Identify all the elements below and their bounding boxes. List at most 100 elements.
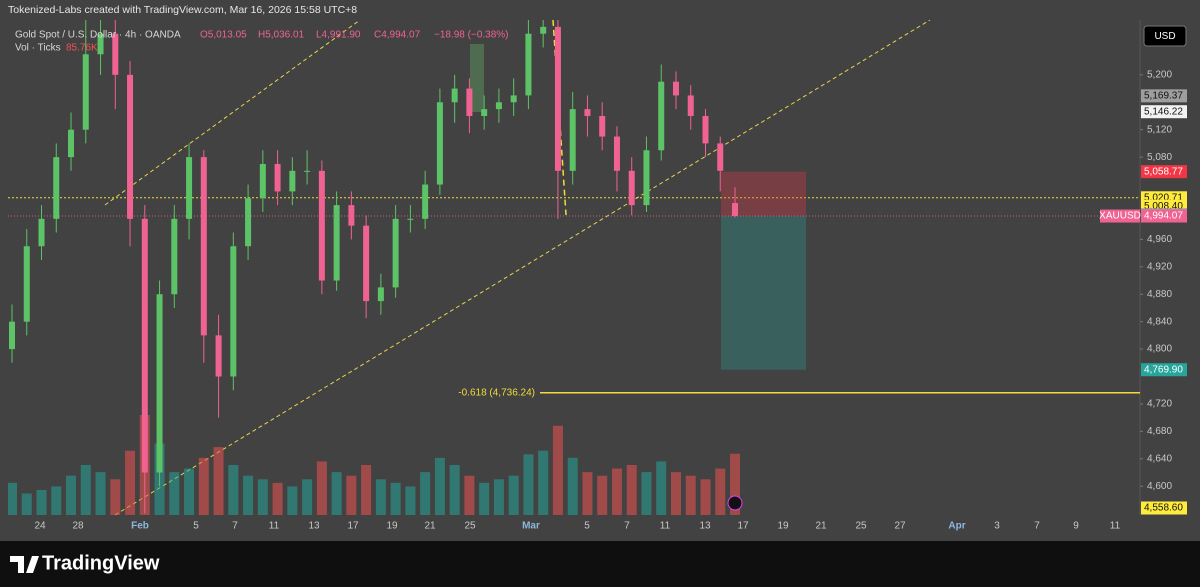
candle-body (584, 109, 591, 116)
footer (0, 541, 1200, 587)
volume-bar (36, 490, 47, 515)
candle-body (9, 321, 15, 350)
volume-bar (110, 479, 121, 515)
volume-label: Vol · Ticks (15, 43, 61, 54)
candle-body (215, 335, 222, 377)
candle-body (171, 218, 178, 295)
candle-body (422, 184, 429, 219)
x-tick-label: 7 (624, 521, 630, 532)
plot-area (8, 20, 1140, 515)
volume-bar (670, 472, 681, 515)
y-tick-label: 4,960 (1147, 234, 1172, 245)
volume-bar (361, 465, 372, 515)
candle-body (392, 218, 399, 288)
volume-bar (405, 486, 416, 515)
x-tick-label: 7 (232, 521, 238, 532)
price-label: 5,146.22 (1144, 106, 1183, 117)
y-tick-label: 4,920 (1147, 261, 1172, 272)
volume-bar (390, 482, 401, 515)
volume-bar (508, 475, 519, 515)
candle-body (23, 246, 30, 322)
volume-bar (641, 472, 652, 515)
volume-bar (597, 475, 608, 515)
price-label: 5,058.77 (1144, 166, 1183, 177)
x-tick-label: 21 (424, 521, 436, 532)
volume-bar (228, 465, 239, 515)
candle-body (495, 102, 502, 110)
candle-body (466, 88, 473, 116)
fib-label: -0.618 (4,736.24) (458, 387, 535, 398)
ohlc-value: H5,036.01 (258, 30, 305, 41)
x-tick-label: Feb (131, 521, 149, 532)
x-tick-label: 27 (894, 521, 906, 532)
volume-bar (567, 457, 578, 515)
price-label-box (1141, 105, 1187, 119)
y-tick-label: 4,880 (1147, 289, 1172, 300)
volume-bar (700, 479, 711, 515)
volume-bar (730, 453, 740, 515)
x-tick-label: 5 (193, 521, 199, 532)
volume-bar (493, 479, 504, 515)
volume-bar (21, 493, 32, 515)
trend-line (104, 20, 361, 206)
volume-bar (169, 472, 180, 515)
x-tick-label: Apr (948, 521, 965, 532)
y-tick-label: 4,680 (1147, 426, 1172, 437)
volume-bar (66, 475, 77, 515)
candle-body (540, 26, 547, 34)
currency-button[interactable] (1143, 25, 1187, 47)
volume-bar (538, 450, 549, 515)
volume-bar (715, 468, 726, 515)
price-label-box (1141, 209, 1187, 223)
x-tick-label: 11 (1110, 521, 1121, 532)
candle-body (481, 109, 488, 116)
candle-body (451, 88, 458, 103)
candle-body (569, 109, 576, 171)
x-tick-label: 13 (308, 521, 320, 532)
candle-body (186, 157, 193, 219)
volume-bar (626, 465, 637, 515)
candle-body (127, 74, 134, 219)
volume-bar (80, 465, 91, 515)
x-tick-label: 17 (737, 521, 749, 532)
chart-background (0, 0, 1200, 541)
y-tick-label: 4,640 (1147, 453, 1172, 464)
ohlc-value: C4,994.07 (374, 30, 421, 41)
y-tick-label: 4,840 (1147, 316, 1172, 327)
candle-body (68, 129, 75, 158)
volume-bar (449, 465, 460, 515)
candle-body (245, 198, 252, 247)
volume-bar (213, 447, 224, 515)
price-label: 5,020.71 (1144, 192, 1183, 203)
x-tick-label: 11 (660, 521, 671, 532)
volume-bar (257, 479, 268, 515)
x-tick-label: 19 (386, 521, 398, 532)
candle-body (318, 170, 325, 281)
x-tick-label: 25 (855, 521, 867, 532)
candle-body (554, 26, 561, 171)
price-label: 4,994.07 (1144, 211, 1183, 222)
candle-body (658, 81, 665, 151)
candle-body (156, 294, 163, 473)
currency[interactable]: USD (1154, 31, 1175, 42)
volume-bar (287, 486, 298, 515)
candle-body (289, 170, 296, 192)
candle-body (259, 163, 266, 199)
volume-bar (420, 472, 431, 515)
volume-value: 85.76K (66, 43, 98, 54)
y-tick-label: 5,200 (1147, 69, 1172, 80)
brand: TradingView (42, 552, 160, 574)
volume-bar (479, 482, 490, 515)
x-tick-label: 3 (994, 521, 1000, 532)
volume-bar (243, 475, 254, 515)
symbol-tag (1100, 209, 1140, 223)
volume-bar (523, 454, 534, 515)
candle-body (687, 95, 694, 116)
trend-line (114, 20, 931, 515)
volume-bar (434, 457, 445, 515)
candle-body (82, 54, 89, 130)
candle-body (141, 218, 148, 473)
volume-bar (685, 475, 696, 515)
candle-body (274, 163, 281, 192)
